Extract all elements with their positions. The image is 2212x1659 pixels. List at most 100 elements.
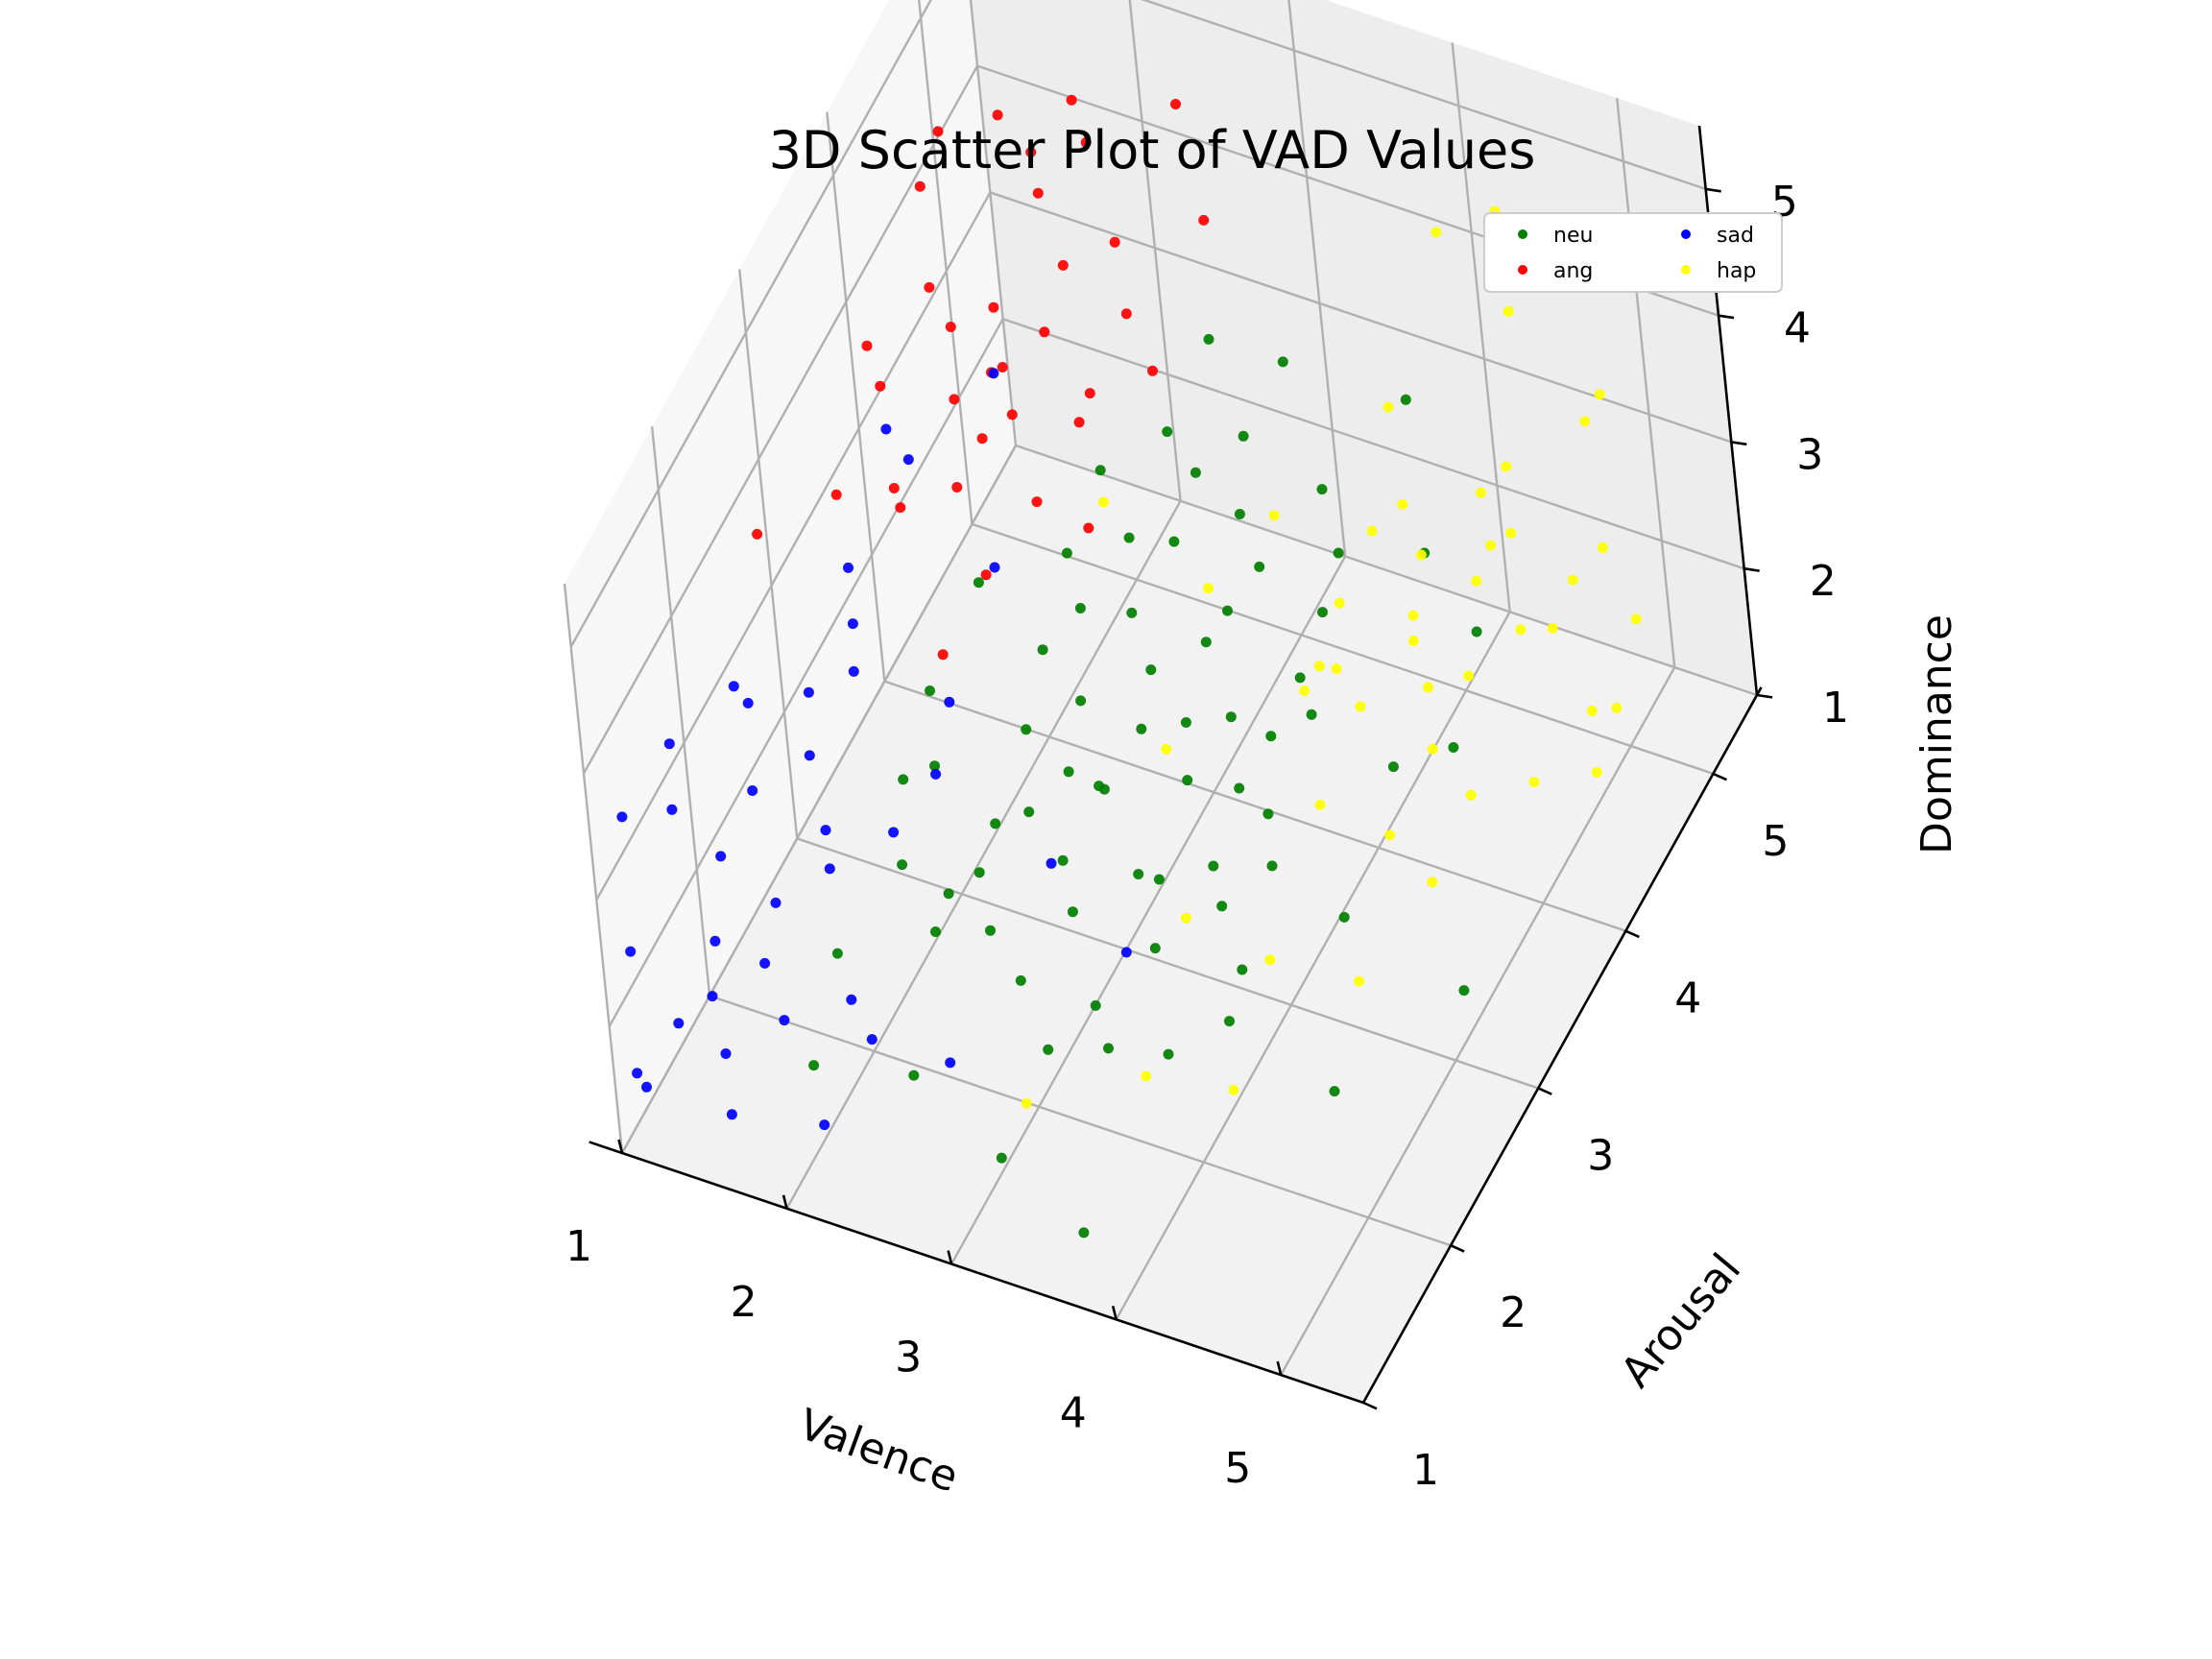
point-neu [1266,860,1278,872]
point-ang [1198,214,1210,226]
x-gridline [1128,0,1182,501]
point-neu [1237,964,1248,975]
point-neu [1448,742,1459,753]
point-ang [1147,365,1158,376]
point-ang [1080,136,1092,148]
point-ang [1066,94,1077,106]
x-gridline [1280,666,1676,1376]
point-hap [1228,1084,1239,1095]
y-gridline [918,0,974,525]
point-sad [848,665,859,677]
point-neu [1265,731,1277,742]
point-ang [997,362,1008,373]
point-neu [1123,532,1135,543]
point-ang [1032,187,1044,199]
point-neu [1162,426,1173,438]
point-sad [759,957,771,969]
point-hap [1427,877,1438,888]
y-tick-label: 4 [1674,974,1701,1023]
point-sad [803,686,814,698]
point-neu [1306,709,1317,720]
point-sad [742,697,754,709]
point-neu [996,1152,1007,1164]
point-sad [1120,947,1132,958]
point-sad [625,946,637,957]
point-hap [1528,777,1540,787]
point-ang [988,301,999,313]
point-sad [641,1081,652,1093]
point-hap [1630,613,1642,625]
point-ang [861,340,873,351]
y-tick-mark [1712,772,1727,781]
point-ang [914,180,926,192]
z-tick-mark [1718,314,1735,320]
point-neu [1103,1043,1114,1054]
point-ang [992,109,1003,121]
x-tick-mark [947,1250,953,1264]
point-ang [752,528,763,540]
x-axis-label: Valence [792,1400,964,1503]
point-neu [1163,1048,1174,1060]
point-neu [1200,637,1212,648]
y-gridline [709,995,1452,1247]
point-sad [819,1119,830,1131]
x-tick-mark [617,1139,624,1154]
z-tick-label: 4 [1784,304,1811,353]
y-gridline [972,522,1714,776]
z-gridline [620,445,1018,1154]
x-tick-mark [781,1194,788,1210]
chart-title: 3D Scatter Plot of VAD Values [769,120,1536,180]
point-neu [973,577,984,589]
point-hap [1611,702,1623,713]
point-hap [1471,575,1482,587]
point-ang [924,281,935,293]
legend-marker-ang [1518,265,1527,275]
point-hap [1463,670,1475,682]
point-neu [1277,356,1288,368]
x-tick-mark [1276,1360,1283,1376]
point-ang [1084,388,1095,399]
y-tick-mark [1537,1087,1552,1095]
point-hap [1314,799,1326,810]
legend-marker-neu [1518,229,1527,239]
x-gridline [1115,611,1511,1320]
point-sad [866,1034,878,1046]
point-neu [1043,1044,1054,1055]
point-neu [808,1060,820,1071]
point-hap [1427,743,1438,755]
point-neu [1317,607,1328,618]
point-hap [1586,706,1598,716]
x-tick-mark [1111,1306,1118,1320]
point-neu [1222,605,1233,616]
point-neu [1262,808,1274,820]
point-hap [1407,636,1419,646]
point-sad [707,991,718,1002]
y-tick-mark [1450,1244,1465,1253]
point-hap [1594,389,1605,400]
point-ang [895,502,906,514]
point-hap [1423,682,1433,693]
point-ang [1120,308,1132,320]
point-sad [888,827,900,838]
point-hap [1334,597,1345,609]
point-neu [1063,766,1074,778]
point-neu [1153,874,1165,885]
z-tick-label: 1 [1822,684,1849,733]
x-tick-label: 3 [895,1334,922,1382]
point-sad [663,738,675,750]
y-tick-label: 2 [1500,1288,1527,1337]
point-neu [1023,806,1035,818]
z-tick-mark [1756,693,1773,699]
point-hap [1465,789,1477,801]
point-neu [985,925,996,936]
point-hap [1366,525,1378,537]
point-neu [925,685,935,696]
point-hap [1384,830,1396,841]
y-gridline [563,583,624,1154]
point-neu [1182,775,1193,786]
point-hap [1407,610,1419,621]
point-neu [1254,561,1265,572]
point-neu [1224,1016,1235,1027]
point-neu [1145,664,1157,676]
